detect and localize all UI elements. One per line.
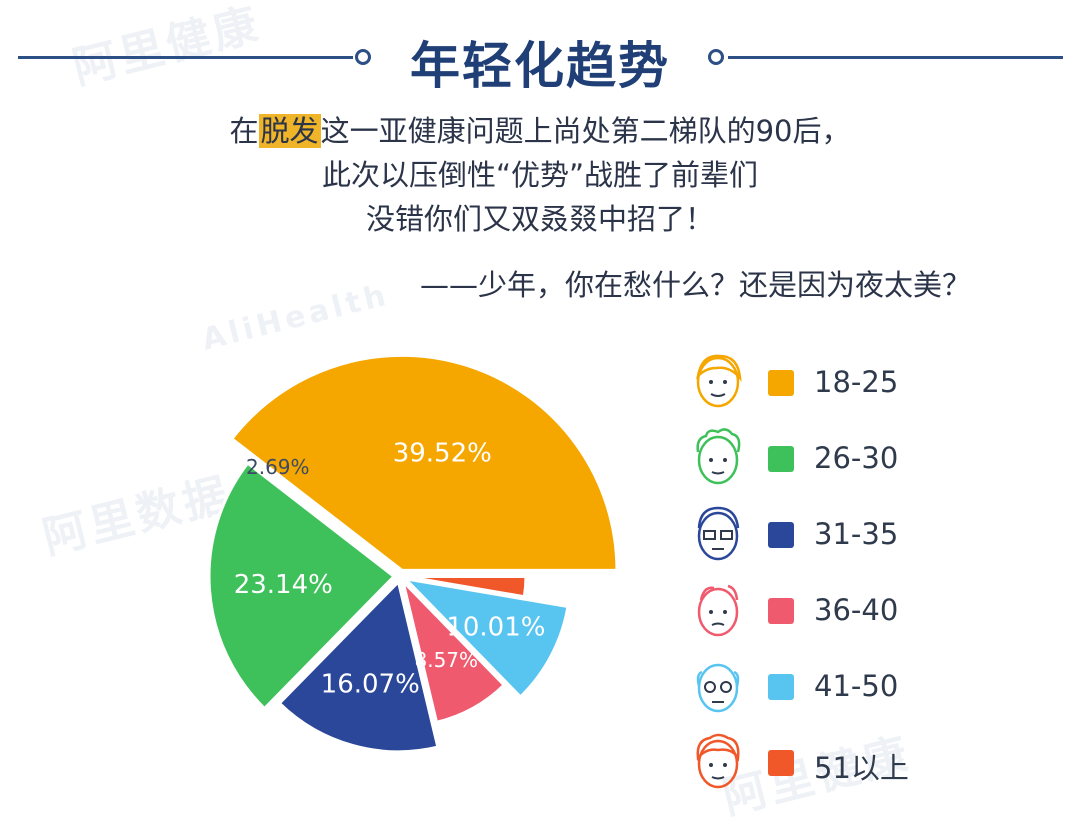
title-divider-right: [728, 56, 1063, 59]
description-line-1: 在脱发这一亚健康问题上尚处第二梯队的90后，: [0, 108, 1080, 150]
legend-label: 18-25: [814, 365, 899, 399]
highlight-keyword: 脱发: [258, 114, 321, 148]
legend-swatch: [768, 370, 794, 396]
title-row: 年轻化趋势: [0, 22, 1080, 95]
pie-slice-4: [401, 576, 570, 700]
quote-line: ——少年，你在愁什么？还是因为夜太美？: [420, 268, 972, 302]
legend-swatch: [768, 598, 794, 624]
legend-swatch: [768, 446, 794, 472]
legend-item-51-plus: 51以上: [688, 728, 1018, 798]
glasses-face-icon: [697, 506, 740, 561]
legend-item-41-50: 41-50: [688, 652, 1018, 722]
legend-swatch: [768, 522, 794, 548]
legend-item-36-40: 36-40: [688, 576, 1018, 646]
pie-slice-2: [277, 578, 440, 754]
bald-glasses-face-icon: [696, 663, 740, 713]
elder-face-icon: [696, 733, 740, 789]
pie-slice-0: [229, 353, 619, 572]
slice-label-3: 8.57%: [415, 648, 479, 672]
slice-label-2: 16.07%: [321, 669, 420, 699]
legend-label: 51以上: [814, 751, 909, 785]
pie-slice-1: [207, 461, 397, 711]
legend-label: 26-30: [814, 441, 899, 475]
young-face-icon: [696, 354, 742, 408]
legend-label: 36-40: [814, 593, 899, 627]
balding-face-icon: [697, 584, 739, 637]
legend-item-26-30: 26-30: [688, 424, 1018, 494]
legend-item-18-25: 18-25: [688, 348, 1018, 418]
pie-chart: 39.52% 23.14% 16.07%8.57% 10.01%: [207, 353, 619, 754]
legend-swatch: [768, 674, 794, 700]
page-title: 年轻化趋势: [410, 37, 670, 95]
title-dot-left: [355, 49, 371, 65]
description-prefix: 在: [229, 114, 259, 148]
description-line-2: 此次以压倒性“优势”战胜了前辈们: [321, 158, 759, 192]
slice-label-0: 39.52%: [393, 438, 492, 468]
legend-item-31-35: 31-35: [688, 500, 1018, 570]
legend-label: 41-50: [814, 669, 899, 703]
title-divider-left: [18, 56, 353, 59]
pie-slice-5: [405, 575, 528, 599]
legend-swatch: [768, 750, 794, 776]
slice-label-4: 10.01%: [446, 612, 545, 642]
slice-label-51plus: 2.69%: [246, 455, 310, 479]
description-line-3: 没错你们又双叒叕中招了！: [365, 202, 714, 236]
description-suffix: 这一亚健康问题上尚处第二梯队的90后，: [320, 114, 851, 148]
pie-slice-3: [400, 576, 507, 725]
slice-label-1: 23.14%: [234, 570, 333, 600]
title-dot-right: [708, 49, 724, 65]
curly-hair-face-icon: [696, 428, 741, 485]
legend-label: 31-35: [814, 517, 899, 551]
